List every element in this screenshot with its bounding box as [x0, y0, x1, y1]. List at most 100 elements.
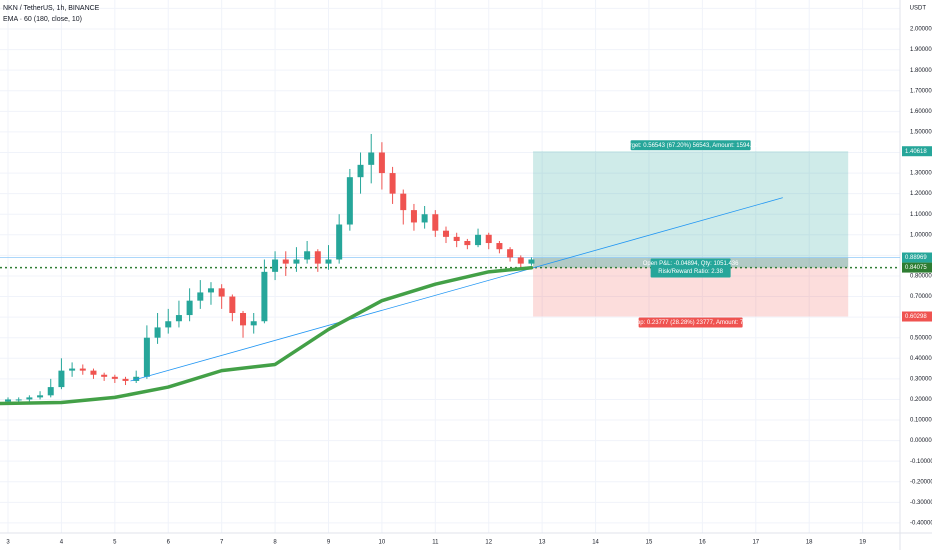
- candle-body: [304, 251, 311, 260]
- y-tick-label: 1.10000: [910, 212, 932, 218]
- candle-body: [240, 313, 247, 326]
- candle-body: [101, 374, 108, 377]
- last-price-bg: [902, 262, 932, 273]
- x-tick-label: 4: [60, 540, 64, 546]
- candle-body: [37, 395, 44, 398]
- y-tick-label: 0.50000: [910, 335, 932, 341]
- candle-body: [154, 327, 161, 338]
- candle-body: [282, 259, 289, 264]
- candle-body: [79, 368, 86, 371]
- x-tick-label: 15: [646, 540, 653, 546]
- x-tick-label: 19: [859, 540, 866, 546]
- candle-body: [442, 230, 449, 237]
- candle-body: [122, 378, 129, 381]
- y-tick-label: 1.00000: [910, 232, 932, 238]
- y-tick-label: 2.00000: [910, 27, 932, 33]
- x-tick-label: 16: [699, 540, 706, 546]
- x-tick-label: 18: [806, 540, 813, 546]
- candle-body: [475, 234, 482, 246]
- x-tick-label: 6: [167, 540, 171, 546]
- x-tick-label: 10: [379, 540, 386, 546]
- candle-body: [507, 249, 514, 258]
- stop-label-bg: [638, 317, 743, 328]
- candle-body: [175, 315, 182, 322]
- candle-body: [410, 210, 417, 223]
- candle-body: [453, 236, 460, 241]
- candle-body: [229, 296, 236, 314]
- candle-body: [464, 240, 471, 246]
- y-tick-label: 0.20000: [910, 397, 932, 403]
- target-label-bg: [630, 140, 751, 151]
- y-tick-label: 1.30000: [910, 171, 932, 177]
- x-tick-label: 12: [485, 540, 492, 546]
- candle-body: [5, 399, 12, 402]
- candle-body: [357, 164, 364, 178]
- indicator-label: EMA · 60 (180, close, 10): [3, 16, 82, 23]
- y-tick-label: 0.40000: [910, 356, 932, 362]
- stop-price-bg: [902, 311, 932, 322]
- y-tick-label: 0.70000: [910, 294, 932, 300]
- candle-body: [389, 173, 396, 194]
- candle-body: [218, 288, 225, 297]
- candle-body: [293, 259, 300, 264]
- entry-price: 0.88969: [905, 255, 927, 261]
- candle-body: [26, 397, 33, 400]
- candle-body: [421, 214, 428, 223]
- x-tick-label: 13: [539, 540, 546, 546]
- y-tick-label: 1.70000: [910, 88, 932, 94]
- chart-title: NKN / TetherUS, 1h, BINANCE: [3, 5, 100, 12]
- pnl-label: Open P&L: -0.04894, Qty: 1051.436: [643, 261, 739, 267]
- y-tick-label: 0.10000: [910, 418, 932, 424]
- unit-label: USDT: [910, 6, 927, 12]
- candle-body: [111, 376, 118, 379]
- candle-body: [272, 259, 279, 272]
- candle-body: [336, 224, 343, 260]
- candle-body: [325, 259, 332, 264]
- y-tick-label: -0.10000: [910, 459, 932, 465]
- target-zone: [533, 151, 849, 258]
- stop-price: 0.60298: [905, 314, 927, 320]
- candle-body: [368, 152, 375, 165]
- x-tick-label: 17: [752, 540, 759, 546]
- target-price-bg: [902, 146, 932, 157]
- x-tick-label: 11: [432, 540, 439, 546]
- y-tick-label: -0.40000: [910, 520, 932, 526]
- candle-body: [186, 300, 193, 316]
- y-tick-label: 1.20000: [910, 191, 932, 197]
- candle-body: [143, 337, 150, 377]
- y-tick-label: 0.80000: [910, 274, 932, 280]
- rr-label: Risk/Reward Ratio: 2.38: [658, 269, 723, 275]
- candle-body: [15, 399, 22, 401]
- candle-body: [378, 152, 385, 174]
- candle-body: [47, 387, 54, 396]
- candle-body: [528, 259, 535, 264]
- last-price: 0.84075: [905, 265, 927, 271]
- candle-body: [197, 292, 204, 301]
- candle-body: [496, 243, 503, 250]
- y-tick-label: 0.30000: [910, 376, 932, 382]
- candle-body: [485, 234, 492, 244]
- candle-body: [58, 370, 65, 388]
- candle-body: [400, 193, 407, 211]
- candle-body: [314, 251, 321, 264]
- y-tick-label: -0.20000: [910, 479, 932, 485]
- x-tick-label: 5: [113, 540, 117, 546]
- y-tick-label: 1.50000: [910, 129, 932, 135]
- y-tick-label: 0.00000: [910, 438, 932, 444]
- y-tick-label: 1.80000: [910, 68, 932, 74]
- candle-body: [250, 321, 257, 326]
- y-tick-label: 1.90000: [910, 47, 932, 53]
- candle-body: [69, 368, 76, 371]
- candle-body: [517, 257, 524, 264]
- trendline: [130, 197, 783, 382]
- target-label: Target: 0.56543 (67.20%) 56543, Amount: …: [623, 143, 758, 149]
- candle-body: [261, 271, 268, 322]
- x-tick-label: 7: [220, 540, 224, 546]
- stop-label: Stop: 0.23777 (28.28%) 23777, Amount: 75…: [631, 320, 750, 326]
- x-tick-label: 9: [327, 540, 331, 546]
- x-tick-label: 3: [6, 540, 10, 546]
- candle-body: [90, 370, 97, 375]
- target-price: 1.40618: [905, 149, 927, 155]
